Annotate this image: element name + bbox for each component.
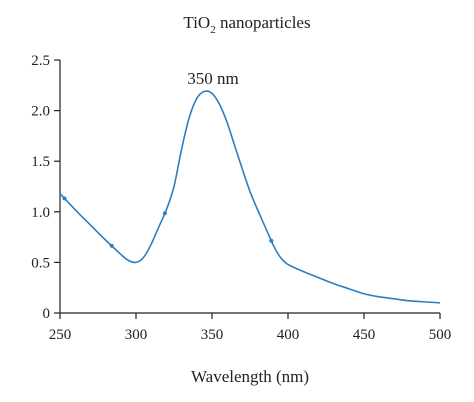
y-tick-label: 1.0 <box>31 205 50 221</box>
x-tick-label: 300 <box>125 327 148 343</box>
x-axis-title: Wavelength (nm) <box>191 367 309 386</box>
peak-label: 350 nm <box>187 69 238 88</box>
plot-area <box>59 90 441 304</box>
chart-title-subscript: 2 <box>210 24 216 36</box>
data-marker <box>269 238 274 243</box>
absorbance-line <box>59 90 441 304</box>
y-tick-label: 0 <box>43 306 51 322</box>
x-tick-label: 450 <box>353 327 376 343</box>
x-tick-label: 500 <box>429 327 452 343</box>
data-marker <box>162 211 167 216</box>
y-tick-label: 2.5 <box>31 53 50 69</box>
axes <box>59 60 440 314</box>
x-tick-label: 350 <box>201 327 224 343</box>
chart-title-rest: nanoparticles <box>216 13 311 32</box>
x-tick-label: 250 <box>49 327 72 343</box>
y-tick-label: 2.0 <box>31 104 50 120</box>
y-tick-label: 0.5 <box>31 255 50 271</box>
x-tick-label: 400 <box>277 327 300 343</box>
annotations: 350 nm <box>187 69 238 88</box>
y-tick-label: 1.5 <box>31 154 50 170</box>
data-marker <box>62 196 67 201</box>
data-marker <box>109 243 114 248</box>
chart-title-main: TiO <box>183 13 210 32</box>
chart-title: TiO2 nanoparticles <box>183 13 310 36</box>
ticks: 0 0.5 1.0 1.5 2.0 2.5 250 300 350 400 450 500 <box>31 53 451 343</box>
